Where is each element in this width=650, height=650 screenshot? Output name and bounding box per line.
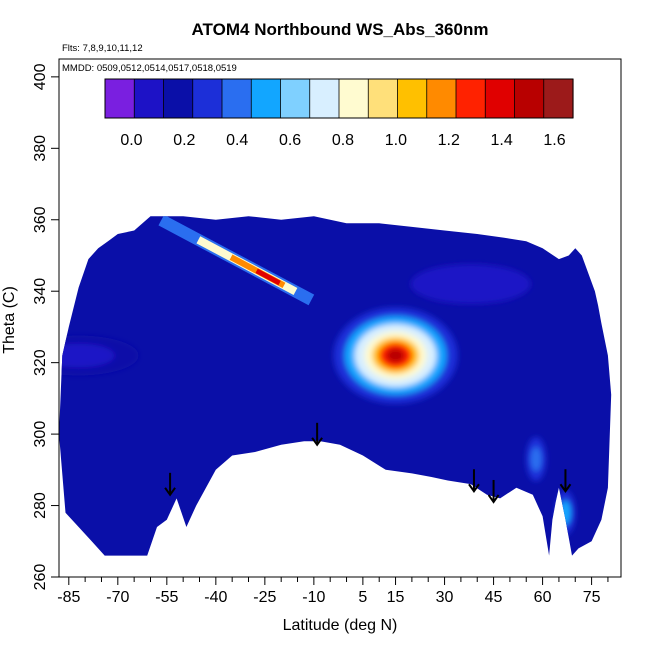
filament-2-contour-1 xyxy=(530,447,542,472)
x-tick-label: -70 xyxy=(106,589,129,606)
colorbar-swatch xyxy=(368,79,399,118)
y-tick-label: 380 xyxy=(32,135,49,162)
heatmap-field xyxy=(59,216,612,556)
colorbar-tick-label: 0.8 xyxy=(332,132,354,149)
colorbar-swatch xyxy=(543,79,574,118)
y-tick-label: 260 xyxy=(32,564,49,591)
colorbar-swatch xyxy=(456,79,486,118)
low-region-5-contour-1 xyxy=(59,343,115,368)
colorbar: 0.0 0.2 0.4 0.6 0.8 1.0 1.2 1.4 1.6 xyxy=(104,78,574,149)
x-tick-label: -85 xyxy=(57,589,80,606)
x-tick-label: -40 xyxy=(204,589,227,606)
low-region-4-contour-1 xyxy=(434,272,507,297)
flight-arrow xyxy=(559,469,572,493)
y-axis-label: Theta (C) xyxy=(1,286,18,354)
tilted-layer xyxy=(158,216,315,306)
colorbar-tick-label: 1.4 xyxy=(490,132,512,149)
colorbar-tick-label: 0.0 xyxy=(120,132,142,149)
x-tick-label: -55 xyxy=(155,589,178,606)
y-tick-label: 400 xyxy=(32,63,49,90)
flight-arrow xyxy=(164,472,176,497)
chart-title: ATOM4 Northbound WS_Abs_360nm xyxy=(192,20,489,39)
x-tick-label: 30 xyxy=(436,589,454,606)
colorbar-swatch xyxy=(339,79,369,118)
colorbar-swatch xyxy=(309,79,340,118)
colorbar-swatch xyxy=(222,79,252,118)
plume-contour-6 xyxy=(386,348,405,363)
x-tick-label: 5 xyxy=(358,589,367,606)
y-tick-label: 360 xyxy=(32,206,49,233)
flights-note: Flts: 7,8,9,10,11,12 xyxy=(62,43,143,54)
x-axis-label: Latitude (deg N) xyxy=(283,617,398,634)
colorbar-swatch xyxy=(251,79,282,118)
colorbar-swatch xyxy=(105,79,135,118)
x-tick-label: 60 xyxy=(534,589,552,606)
x-tick-label: 15 xyxy=(387,589,405,606)
y-axis: 260 280 300 320 340 360 380 400 xyxy=(32,63,59,590)
flight-arrow xyxy=(487,479,500,504)
flight-arrow xyxy=(311,422,323,447)
y-tick-label: 280 xyxy=(32,492,49,519)
x-tick-label: -25 xyxy=(253,589,276,606)
x-tick-label: -10 xyxy=(302,589,325,606)
colorbar-swatch xyxy=(192,79,223,118)
colorbar-swatch xyxy=(485,79,516,118)
x-tick-label: 75 xyxy=(583,589,601,606)
dates-note: MMDD: 0509,0512,0514,0517,0518,0519 xyxy=(62,63,237,74)
colorbar-swatch xyxy=(134,79,165,118)
colorbar-tick-label: 0.2 xyxy=(173,132,195,149)
colorbar-tick-label: 1.2 xyxy=(438,132,460,149)
flight-arrow xyxy=(468,469,480,493)
colorbar-swatch xyxy=(280,79,311,118)
colorbar-tick-label: 1.0 xyxy=(385,132,407,149)
x-tick-label: 45 xyxy=(485,589,503,606)
tilted-layer-band-3 xyxy=(255,268,281,286)
y-tick-label: 300 xyxy=(32,421,49,448)
filament-3-contour-1 xyxy=(559,500,571,525)
x-axis: -85 -70 -55 -40 -25 -10 5 15 30 45 60 75 xyxy=(57,577,609,606)
colorbar-swatch xyxy=(514,79,545,118)
colorbar-swatch xyxy=(397,79,428,118)
flight-arrows xyxy=(164,422,572,504)
y-tick-label: 320 xyxy=(32,349,49,376)
colorbar-swatch xyxy=(426,79,457,118)
colorbar-tick-label: 0.4 xyxy=(226,132,248,149)
plot-frame xyxy=(58,58,622,578)
colorbar-tick-label: 0.6 xyxy=(279,132,301,149)
colorbar-swatch xyxy=(163,79,194,118)
y-tick-label: 340 xyxy=(32,278,49,305)
colorbar-tick-label: 1.6 xyxy=(543,132,565,149)
